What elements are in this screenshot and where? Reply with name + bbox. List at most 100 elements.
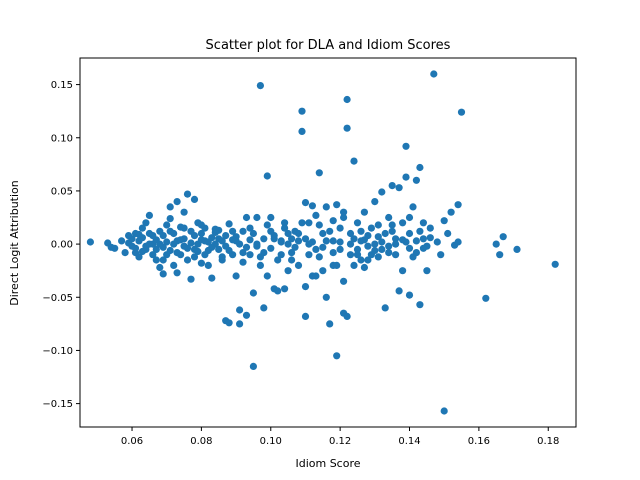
data-point <box>329 237 337 245</box>
data-point <box>288 256 296 264</box>
data-point <box>392 251 400 259</box>
data-point <box>118 237 126 245</box>
y-axis-label: Direct Logit Attribution <box>8 180 21 306</box>
data-point <box>180 224 188 232</box>
data-point <box>135 230 143 239</box>
data-point <box>322 293 330 301</box>
data-point <box>319 229 327 238</box>
data-point <box>284 240 292 248</box>
data-point <box>253 240 261 248</box>
data-point <box>190 253 199 261</box>
data-point <box>274 287 282 295</box>
data-point <box>281 224 289 232</box>
data-point <box>211 225 219 233</box>
data-point <box>249 229 257 238</box>
data-point <box>163 221 171 229</box>
data-point <box>277 251 285 259</box>
data-point <box>399 267 407 275</box>
data-point <box>419 244 427 252</box>
y-tick-label: −0.05 <box>42 293 73 304</box>
data-point <box>305 251 313 259</box>
data-point <box>360 263 368 272</box>
data-point <box>551 260 559 268</box>
data-point <box>183 244 192 252</box>
data-point <box>329 217 337 225</box>
data-point <box>405 213 414 222</box>
chart-title: Scatter plot for DLA and Idiom Scores <box>206 38 451 53</box>
data-point <box>173 249 181 257</box>
data-point <box>381 304 389 312</box>
data-point <box>190 232 199 240</box>
data-point <box>371 198 379 206</box>
data-point <box>336 224 344 232</box>
data-point <box>166 215 174 223</box>
data-point <box>308 202 316 210</box>
data-point <box>353 245 362 253</box>
data-point <box>374 253 382 261</box>
data-point <box>263 221 271 229</box>
data-point <box>454 201 462 209</box>
data-point <box>457 108 466 116</box>
data-point <box>385 242 393 250</box>
data-point <box>412 237 420 245</box>
data-point <box>215 245 223 253</box>
data-point <box>173 198 181 206</box>
data-point <box>333 201 341 209</box>
data-point <box>294 229 303 238</box>
data-point <box>312 211 320 219</box>
data-point <box>378 245 386 253</box>
data-point <box>256 82 264 90</box>
data-point <box>152 245 160 253</box>
data-point <box>513 245 521 253</box>
data-point <box>86 238 94 246</box>
data-point <box>496 251 504 259</box>
data-point <box>142 219 150 227</box>
data-point <box>260 235 268 243</box>
data-point <box>350 157 358 165</box>
data-point <box>183 190 192 198</box>
data-point <box>350 235 358 243</box>
data-point <box>208 274 216 282</box>
y-tick-label: −0.10 <box>42 346 73 357</box>
data-point <box>301 199 310 207</box>
data-point <box>419 235 427 243</box>
data-point <box>270 232 278 240</box>
data-point <box>388 227 396 235</box>
data-point <box>173 269 181 277</box>
y-tick-label: 0.00 <box>51 240 73 251</box>
y-axis: −0.15 −0.10 −0.05 0.00 0.05 0.10 0.15 <box>42 80 80 410</box>
data-point <box>294 261 303 269</box>
data-point <box>440 217 448 225</box>
data-point <box>204 261 212 269</box>
data-point <box>294 237 303 245</box>
data-point <box>312 245 320 253</box>
data-point <box>412 249 420 257</box>
data-point <box>242 213 251 222</box>
data-point <box>298 127 306 135</box>
data-point <box>319 267 327 275</box>
plot-frame <box>79 57 577 428</box>
data-point <box>267 213 275 222</box>
data-point <box>197 221 205 229</box>
data-point <box>253 213 261 222</box>
data-point <box>482 294 490 302</box>
x-axis: 0.06 0.08 0.10 0.12 0.14 0.16 0.18 <box>121 427 559 447</box>
data-point <box>374 233 382 241</box>
data-point <box>156 240 164 248</box>
data-point <box>322 237 330 245</box>
data-point <box>208 234 216 242</box>
data-point <box>319 243 327 251</box>
data-point <box>346 251 355 259</box>
data-point <box>232 272 240 280</box>
data-point <box>291 243 299 251</box>
data-point <box>187 239 195 247</box>
data-point <box>236 320 244 328</box>
data-point <box>301 312 310 320</box>
data-point <box>385 249 393 257</box>
data-point <box>305 240 313 248</box>
data-point <box>159 270 167 278</box>
data-point <box>156 263 164 272</box>
x-tick-label: 0.10 <box>260 436 282 447</box>
data-point <box>166 203 174 211</box>
data-point <box>374 221 382 229</box>
